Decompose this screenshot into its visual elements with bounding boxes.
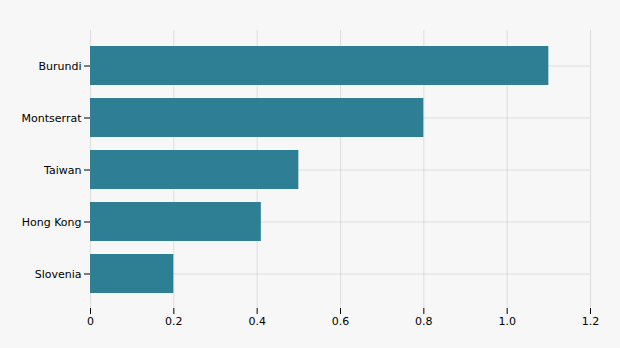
svg-text:1.2: 1.2 — [582, 315, 600, 328]
svg-text:1.0: 1.0 — [498, 315, 515, 328]
svg-text:Slovenia: Slovenia — [35, 268, 82, 281]
svg-text:0.6: 0.6 — [332, 315, 350, 328]
svg-text:0.4: 0.4 — [248, 315, 266, 328]
svg-text:Burundi: Burundi — [38, 60, 81, 73]
svg-text:0.2: 0.2 — [165, 315, 183, 328]
svg-text:Montserrat: Montserrat — [22, 112, 83, 125]
svg-text:0: 0 — [87, 315, 94, 328]
svg-text:Hong Kong: Hong Kong — [22, 216, 82, 229]
svg-text:Taiwan: Taiwan — [43, 164, 81, 177]
svg-text:0.8: 0.8 — [415, 315, 433, 328]
